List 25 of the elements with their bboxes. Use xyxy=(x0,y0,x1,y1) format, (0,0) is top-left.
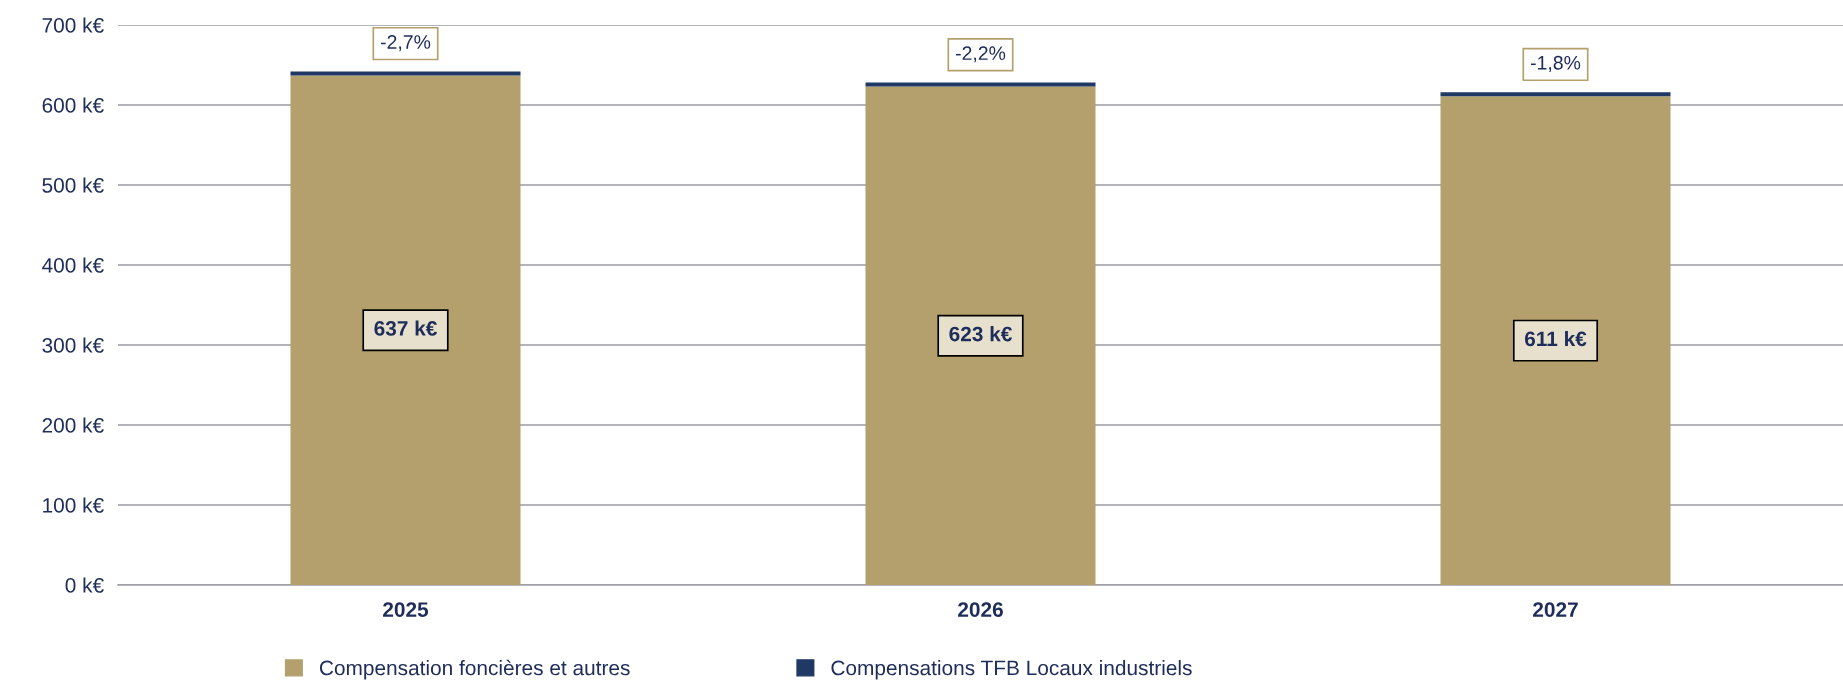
legend-label: Compensations TFB Locaux industriels xyxy=(831,659,1192,680)
x-tick-label: 2027 xyxy=(1533,602,1578,617)
y-tick-label: 200 k€ xyxy=(42,417,104,433)
annotation: -1,8% xyxy=(1530,55,1581,72)
x-tick-label: 2025 xyxy=(383,602,429,617)
data-label: 611 k€ xyxy=(1524,330,1587,347)
bar xyxy=(290,75,521,585)
y-tick-label: 0 k€ xyxy=(65,577,104,593)
y-tick-label: 400 k€ xyxy=(42,257,104,273)
bar xyxy=(1440,92,1671,97)
y-tick-label: 600 k€ xyxy=(42,97,104,113)
annotation: -2,2% xyxy=(955,46,1006,63)
annotation: -2,7% xyxy=(380,35,431,52)
x-tick-label: 2026 xyxy=(958,602,1003,617)
legend-label: Compensation foncières et autres xyxy=(319,659,630,680)
bar xyxy=(1440,96,1671,585)
y-tick-label: 500 k€ xyxy=(42,177,104,193)
y-tick-label: 700 k€ xyxy=(42,17,104,33)
bar xyxy=(865,82,1096,87)
bar xyxy=(290,71,521,76)
data-label: 623 k€ xyxy=(949,326,1012,342)
data-label: 637 k€ xyxy=(374,320,437,336)
bar xyxy=(865,86,1096,585)
y-tick-label: 100 k€ xyxy=(43,497,104,513)
y-tick-label: 300 k€ xyxy=(42,337,104,353)
